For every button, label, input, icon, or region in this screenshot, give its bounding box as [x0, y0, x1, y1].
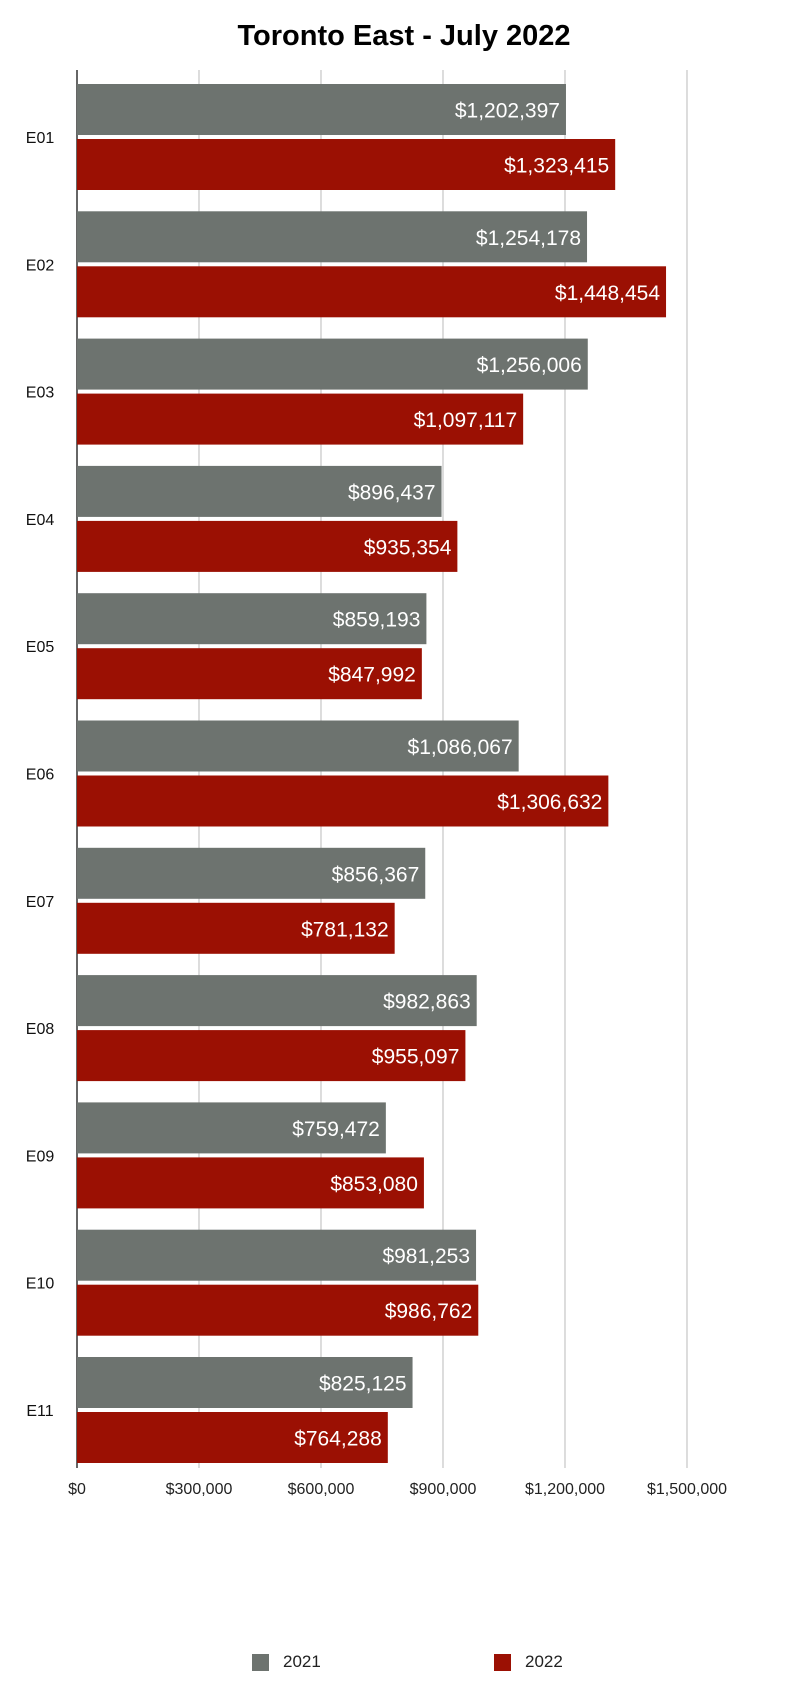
data-label: $1,323,415: [504, 155, 609, 178]
bar-2021-E07[interactable]: [77, 847, 426, 899]
x-tick-labels: $0 $300,000 $600,000 $900,000 $1,200,000 $1,5…: [68, 1481, 727, 1498]
data-label: $1,256,006: [477, 354, 582, 377]
data-label: $1,097,117: [414, 409, 518, 432]
bar-2022-E02[interactable]: [77, 266, 667, 318]
bar-2022-E11[interactable]: [77, 1412, 388, 1463]
bar-2021-E03[interactable]: [77, 338, 588, 390]
bar-2022-E07[interactable]: [77, 902, 395, 954]
data-label: $1,254,178: [476, 227, 581, 250]
bar-2022-E09[interactable]: [77, 1157, 424, 1209]
bar-2021-E08[interactable]: [77, 975, 477, 1027]
data-label: $981,253: [382, 1245, 470, 1268]
legend-item-2021[interactable]: 2021: [252, 1652, 321, 1672]
data-label: $1,448,454: [555, 282, 660, 305]
data-label: $896,437: [348, 481, 436, 504]
data-label: $856,367: [332, 863, 420, 886]
legend-label-2022: 2022: [525, 1652, 563, 1671]
bar-2022-E08[interactable]: [77, 1030, 466, 1082]
bar-2022-E06[interactable]: [77, 775, 609, 827]
data-label: $859,193: [333, 609, 421, 632]
chart-title: Toronto East - July 2022: [237, 20, 571, 52]
data-label: $1,306,632: [497, 791, 602, 814]
category-labels: E01 E02 E03 E04 E05 E06 E07 E08 E09 E10 E11: [26, 130, 55, 1420]
data-label: $982,863: [383, 991, 471, 1014]
legend-item-2022[interactable]: 2022: [494, 1652, 563, 1672]
legend-swatch-2021: [252, 1653, 269, 1671]
bar-2021-E04[interactable]: [77, 465, 442, 517]
data-label: $955,097: [372, 1046, 460, 1069]
category-label: E11: [26, 1403, 53, 1420]
legend-swatch-2022: [494, 1653, 511, 1671]
bar-2021-E11[interactable]: [77, 1357, 413, 1408]
bar-2022-E10[interactable]: [77, 1284, 479, 1336]
bars: [77, 84, 667, 1463]
bar-2021-E05[interactable]: [77, 593, 427, 645]
category-label: E02: [26, 257, 55, 274]
data-label: $847,992: [328, 664, 416, 687]
data-label: $853,080: [330, 1173, 418, 1196]
data-label: $1,086,067: [408, 736, 513, 759]
bar-2021-E06[interactable]: [77, 720, 519, 772]
category-label: E06: [26, 767, 55, 784]
bar-2021-E10[interactable]: [77, 1229, 477, 1281]
legend-label-2021: 2021: [283, 1652, 321, 1671]
category-label: E08: [26, 1021, 55, 1038]
bar-2021-E09[interactable]: [77, 1102, 386, 1154]
bar-2021-E02[interactable]: [77, 211, 588, 263]
bar-2022-E03[interactable]: [77, 393, 524, 445]
bar-2022-E05[interactable]: [77, 648, 422, 700]
data-label: $764,288: [294, 1428, 382, 1451]
category-label: E01: [26, 130, 55, 147]
data-label: $781,132: [301, 918, 389, 941]
category-label: E03: [26, 385, 55, 402]
data-label: $935,354: [364, 536, 452, 559]
data-label: $1,202,397: [455, 100, 560, 123]
bar-2022-E01[interactable]: [77, 139, 616, 190]
category-label: E09: [26, 1148, 55, 1165]
data-label: $825,125: [319, 1373, 407, 1396]
x-tick-label: $0: [68, 1481, 86, 1498]
x-tick-label: $1,200,000: [525, 1481, 605, 1498]
x-tick-label: $300,000: [166, 1481, 233, 1498]
category-label: E10: [26, 1276, 55, 1293]
category-label: E07: [26, 894, 55, 911]
bar-2022-E04[interactable]: [77, 520, 458, 572]
data-labels: $1,202,397 $1,323,415 $1,254,178 $1,448,454…: [292, 100, 660, 1451]
bar-2021-E01[interactable]: [77, 84, 566, 135]
x-tick-label: $600,000: [288, 1481, 355, 1498]
data-label: $759,472: [292, 1118, 380, 1141]
data-label: $986,762: [385, 1300, 473, 1323]
category-label: E05: [26, 639, 55, 656]
category-label: E04: [26, 512, 55, 529]
x-tick-label: $900,000: [410, 1481, 477, 1498]
x-tick-label: $1,500,000: [647, 1481, 727, 1498]
